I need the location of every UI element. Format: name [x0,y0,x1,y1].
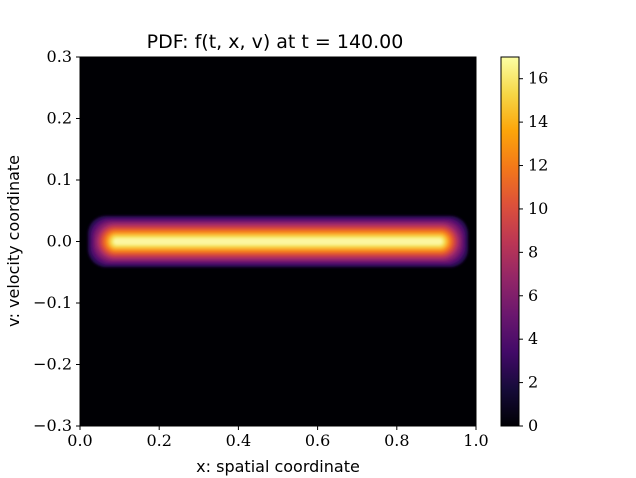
y-tick-label: −0.3 [33,416,72,435]
y-tick-label: −0.1 [33,293,72,312]
y-tick-label: 0.0 [47,232,72,251]
chart-title: PDF: f(t, x, v) at t = 140.00 [147,31,404,53]
colorbar-tick-label: 16 [528,69,548,88]
y-axis-label: v: velocity coordinate [4,155,23,327]
colorbar-tick-label: 8 [528,242,538,261]
x-tick-label: 1.0 [463,431,488,450]
colorbar-tick-label: 2 [528,373,538,392]
x-tick-label: 0.8 [384,431,409,450]
colorbar-tick-label: 12 [528,156,548,175]
x-axis: 0.0 0.2 0.4 0.6 0.8 1.0 [67,426,489,450]
y-tick-label: 0.3 [47,47,72,66]
x-tick-label: 0.2 [146,431,171,450]
x-tick-label: 0.4 [226,431,251,450]
x-tick-label: 0.6 [305,431,330,450]
density-contour-level [113,238,443,245]
colorbar-tick-label: 6 [528,286,538,305]
y-tick-label: 0.1 [47,170,72,189]
x-axis-label: x: spatial coordinate [196,457,360,476]
colorbar-tick-label: 10 [528,199,548,218]
y-axis: 0.3 0.2 0.1 0.0 −0.1 −0.2 −0.3 [33,47,80,435]
colorbar [501,57,519,426]
colorbar-tick-label: 14 [528,112,548,131]
colorbar-frame [500,56,520,427]
y-tick-label: −0.2 [33,355,72,374]
y-tick-label: 0.2 [47,109,72,128]
colorbar-axis: 0 2 4 6 8 10 12 14 16 [519,69,548,435]
colorbar-tick-label: 0 [528,416,538,435]
x-tick-label: 0.0 [67,431,92,450]
colorbar-tick-label: 4 [528,329,538,348]
density-band [87,215,469,268]
